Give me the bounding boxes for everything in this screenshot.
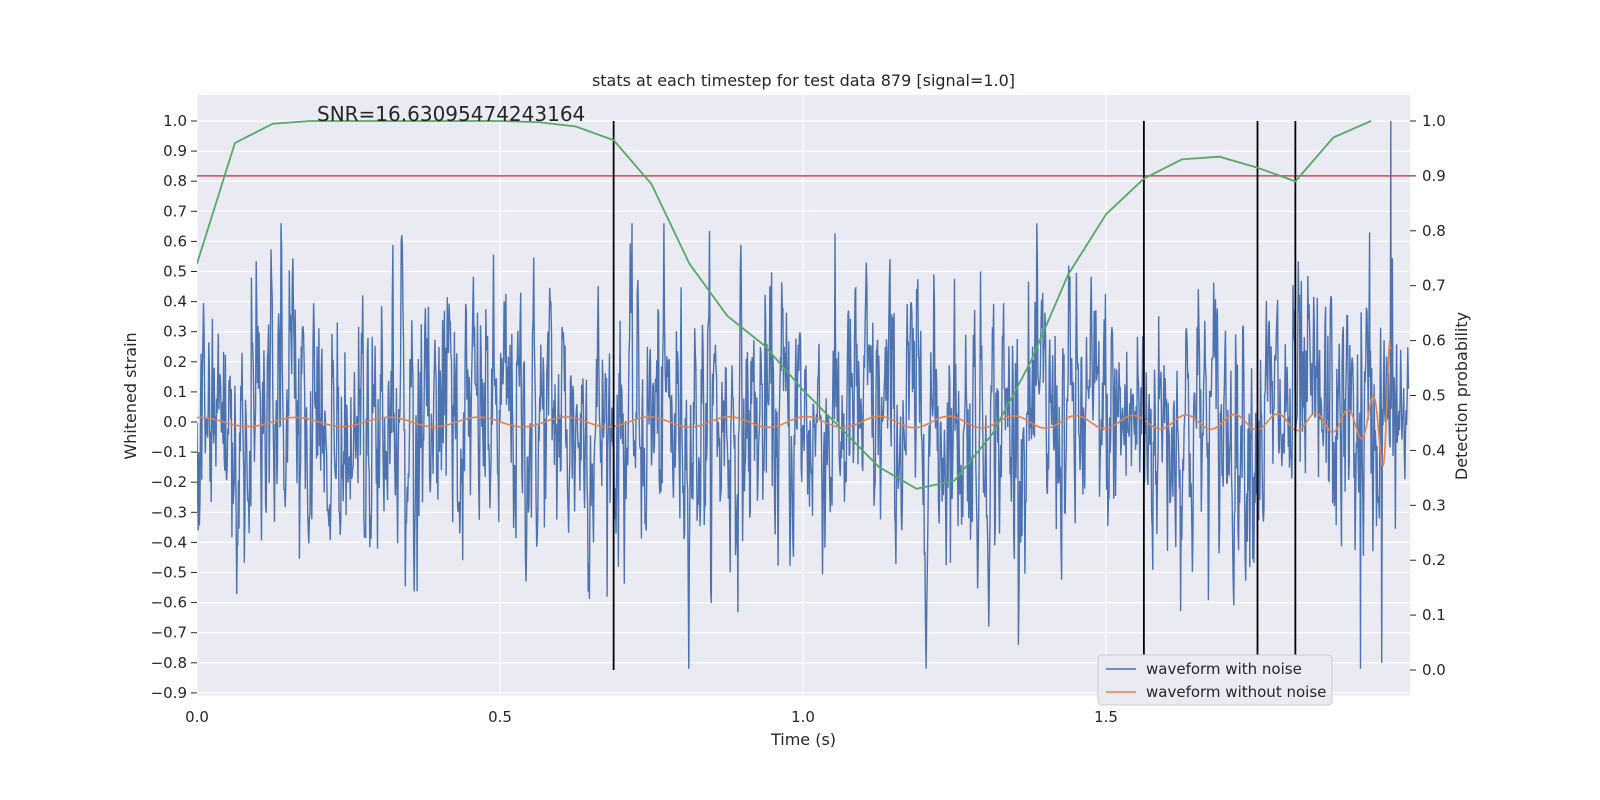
x-tick-label: 0.0 xyxy=(185,708,209,726)
y-tick-label: −0.2 xyxy=(151,473,187,491)
y-tick-label: −0.3 xyxy=(151,503,187,521)
x-tick-label: 0.5 xyxy=(488,708,512,726)
y2-tick-label: 0.6 xyxy=(1422,332,1446,350)
tick-layer: 0.0 0.5 1.0 1.5 −0.9 −0.8 −0.7 −0.6 −0.5 −0.4 −0.3… xyxy=(151,112,1446,726)
y-tick-label: −0.1 xyxy=(151,443,187,461)
legend-label-noise: waveform with noise xyxy=(1146,660,1302,678)
series-layer xyxy=(197,120,1410,670)
y2-tick-label: 0.9 xyxy=(1422,167,1446,185)
y-tick-label: −0.7 xyxy=(151,624,187,642)
y2-axis-label: Detection probability xyxy=(1452,312,1471,480)
y-tick-label: −0.4 xyxy=(151,533,187,551)
x-tick-label: 1.0 xyxy=(791,708,815,726)
y2-tick-label: 0.2 xyxy=(1422,551,1446,569)
y2-tick-label: 0.3 xyxy=(1422,496,1446,514)
series-waveform-without-noise xyxy=(197,340,1392,467)
y-tick-label: 0.7 xyxy=(163,202,187,220)
y-tick-label: 0.8 xyxy=(163,172,187,190)
y-tick-label: −0.8 xyxy=(151,654,187,672)
x-tick-label: 1.5 xyxy=(1094,708,1118,726)
y2-tick-label: 0.8 xyxy=(1422,222,1446,240)
series-waveform-with-noise xyxy=(197,120,1410,669)
y2-tick-label: 0.5 xyxy=(1422,387,1446,405)
series-detection-probability xyxy=(197,120,1372,490)
snr-annotation: SNR=16.63095474243164 xyxy=(317,102,585,126)
y2-tick-label: 1.0 xyxy=(1422,112,1446,130)
y-tick-label: 1.0 xyxy=(163,112,187,130)
y-tick-label: 0.0 xyxy=(163,413,187,431)
y2-tick-label: 0.7 xyxy=(1422,277,1446,295)
y-tick-label: 0.6 xyxy=(163,232,187,250)
x-axis-label: Time (s) xyxy=(770,730,836,749)
legend-box xyxy=(1097,654,1333,706)
y-tick-label: −0.6 xyxy=(151,594,187,612)
chart-title: stats at each timestep for test data 879… xyxy=(592,71,1015,90)
y-tick-label: 0.2 xyxy=(163,353,187,371)
y-tick-label: 0.1 xyxy=(163,383,187,401)
y-tick-label: −0.9 xyxy=(151,684,187,702)
y2-tick-label: 0.4 xyxy=(1422,441,1446,459)
y-tick-label: −0.5 xyxy=(151,564,187,582)
legend: waveform with noise waveform without noi… xyxy=(1097,654,1333,706)
y2-tick-label: 0.1 xyxy=(1422,606,1446,624)
y-tick-label: 0.9 xyxy=(163,142,187,160)
y-tick-label: 0.4 xyxy=(163,293,187,311)
y-tick-label: 0.3 xyxy=(163,323,187,341)
y2-tick-label: 0.0 xyxy=(1422,661,1446,679)
legend-label-clean: waveform without noise xyxy=(1146,683,1326,701)
y-tick-label: 0.5 xyxy=(163,263,187,281)
y-axis-label: Whitened strain xyxy=(121,332,140,459)
